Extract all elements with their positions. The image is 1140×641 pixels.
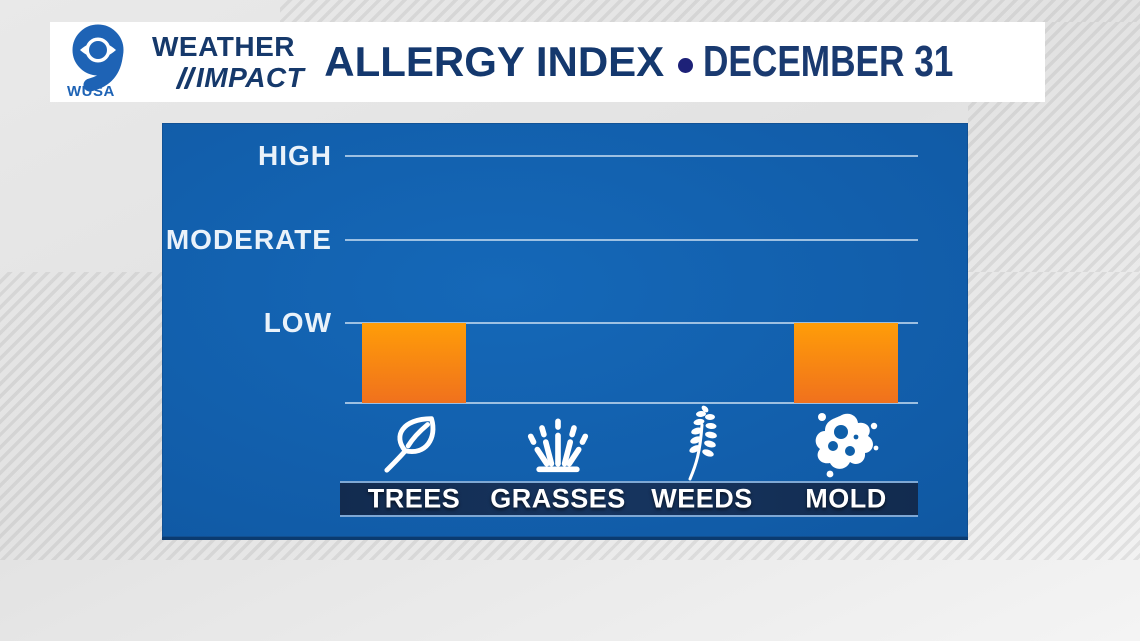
gridline-baseline: [345, 402, 918, 404]
category-label-bar: TREES GRASSES WEEDS MOLD: [340, 481, 918, 517]
level-label-low: LOW: [263, 307, 332, 338]
icon-slot-weeds: [662, 405, 742, 481]
category-label-trees: TREES: [367, 483, 461, 514]
level-label-moderate: MODERATE: [165, 224, 332, 255]
gridline-low: [345, 322, 918, 324]
grass-icon: [527, 418, 589, 473]
gridline-high: [345, 155, 918, 157]
bar-mold: [794, 323, 898, 403]
leaf-icon: [384, 416, 436, 473]
page-title: ALLERGY INDEX: [324, 38, 665, 85]
weed-sprig-icon: [688, 405, 717, 481]
mold-spore-icon: [815, 413, 879, 478]
category-label-mold: MOLD: [805, 483, 887, 514]
background-stripes-top: [280, 0, 1140, 22]
wusa9-logo: WUSA: [60, 24, 148, 100]
icon-slot-trees: [374, 407, 454, 479]
header-bar: WUSA WEATHER IMPACT ALLERGY INDEX DECEMB…: [50, 22, 1045, 102]
wusa9-number-icon: [72, 24, 124, 92]
bullet-separator-icon: [678, 57, 694, 73]
level-label-high: HIGH: [258, 140, 332, 171]
weather-label: WEATHER: [152, 30, 295, 62]
gridline-moderate: [345, 239, 918, 241]
category-label-grasses: GRASSES: [490, 483, 626, 514]
icon-slot-mold: [806, 407, 886, 479]
weather-impact-logo: WEATHER IMPACT: [152, 30, 305, 93]
category-label-weeds: WEEDS: [651, 483, 753, 514]
impact-label-row: IMPACT: [175, 61, 305, 93]
date-label: DECEMBER 31: [703, 37, 954, 86]
bar-trees: [362, 323, 466, 403]
chart-panel: TREES GRASSES WEEDS MOLD HIGH MODERATE LOW: [162, 123, 968, 540]
impact-label: IMPACT: [196, 61, 305, 93]
icon-slot-grasses: [518, 407, 598, 479]
wusa-station-label: WUSA: [67, 83, 115, 100]
